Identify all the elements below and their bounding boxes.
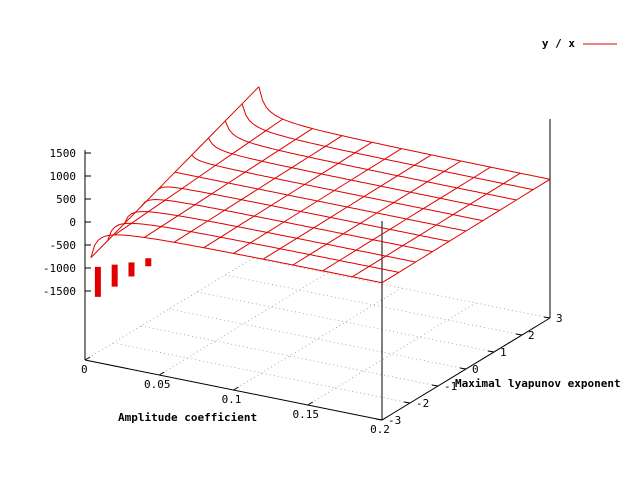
x-tick: [381, 416, 388, 421]
clipped-stub: [111, 264, 118, 287]
y-tick-label: -3: [388, 414, 401, 427]
z-tick-label: 500: [56, 193, 76, 206]
clipped-stub: [128, 262, 135, 277]
grid-line-x: [233, 287, 402, 391]
z-tick-label: 1000: [50, 170, 77, 183]
x-tick: [158, 371, 165, 376]
mesh-line-x: [173, 135, 343, 243]
x-tick: [233, 386, 239, 391]
mesh-line-y: [90, 234, 383, 284]
base-grid: [84, 257, 551, 421]
y-tick: [431, 384, 439, 387]
legend: y / x: [542, 37, 617, 50]
z-tick-label: -1000: [43, 262, 76, 275]
grid-line-y: [196, 291, 495, 353]
y-tick: [459, 367, 467, 370]
y-tick-label: -1: [444, 380, 457, 393]
grid-line-x: [307, 302, 476, 406]
z-tick-label: -1500: [43, 285, 76, 298]
mesh-line-x: [352, 172, 521, 278]
mesh-line-x: [114, 118, 283, 236]
tick-labels: 0 0.05 0.1 0.15 0.2-3 -2 -1 0 1 2 3 1500 1000 500 0 -50…: [43, 147, 563, 436]
clipped-stub: [94, 266, 101, 297]
x-tick-label: 0.05: [144, 378, 171, 391]
mesh-line-y: [140, 198, 433, 253]
mesh-line-y: [258, 86, 551, 180]
mesh-line-y: [224, 120, 517, 201]
x-tick-label: 0.15: [293, 408, 320, 421]
x-tick-label: 0.2: [370, 423, 390, 436]
z-tick-label: -500: [50, 239, 77, 252]
y-tick-label: 1: [500, 346, 507, 359]
y-tick: [375, 418, 383, 421]
y-tick: [487, 350, 495, 353]
mesh-line-y: [124, 211, 416, 263]
mesh-line-x: [203, 141, 373, 249]
grid-line-y: [140, 325, 439, 387]
mesh-line-x: [233, 148, 402, 254]
mesh-line-y: [174, 171, 467, 232]
x-axis-label: Amplitude coefficient: [118, 411, 257, 424]
mesh-line-x: [262, 154, 432, 260]
y-tick-label: 0: [472, 363, 479, 376]
y-tick-label: 3: [556, 312, 563, 325]
grid-line-x: [159, 272, 328, 376]
grid-line-y: [168, 308, 467, 370]
mesh-line-x: [90, 86, 260, 259]
mesh-line-x: [322, 166, 491, 272]
mesh-line-x: [144, 128, 313, 238]
legend-label: y / x: [542, 37, 575, 50]
surface-mesh: [90, 86, 551, 297]
mesh-line-y: [157, 186, 450, 242]
mesh-line-x: [292, 160, 462, 266]
grid-line-y: [112, 342, 411, 404]
clipped-stub: [145, 258, 152, 267]
y-tick-label: -2: [416, 397, 429, 410]
y-tick: [543, 316, 551, 319]
mesh-line-y: [208, 137, 500, 211]
y-tick: [515, 333, 523, 336]
mesh-line-y: [107, 222, 399, 273]
mesh-line-y: [241, 103, 534, 191]
y-axis-label: Maximal lyapunov exponent: [455, 377, 621, 390]
mesh-line-x: [381, 178, 551, 284]
grid-line-y: [224, 274, 523, 336]
z-tick-label: 0: [69, 216, 76, 229]
x-tick: [307, 401, 314, 406]
grid-line-y: [252, 257, 551, 319]
x-tick-label: 0.1: [222, 393, 242, 406]
y-tick-label: 2: [528, 329, 535, 342]
x-tick-label: 0: [81, 363, 88, 376]
z-tick-label: 1500: [50, 147, 77, 160]
y-tick: [403, 401, 411, 404]
mesh-line-y: [191, 154, 483, 222]
x-tick: [84, 356, 91, 361]
